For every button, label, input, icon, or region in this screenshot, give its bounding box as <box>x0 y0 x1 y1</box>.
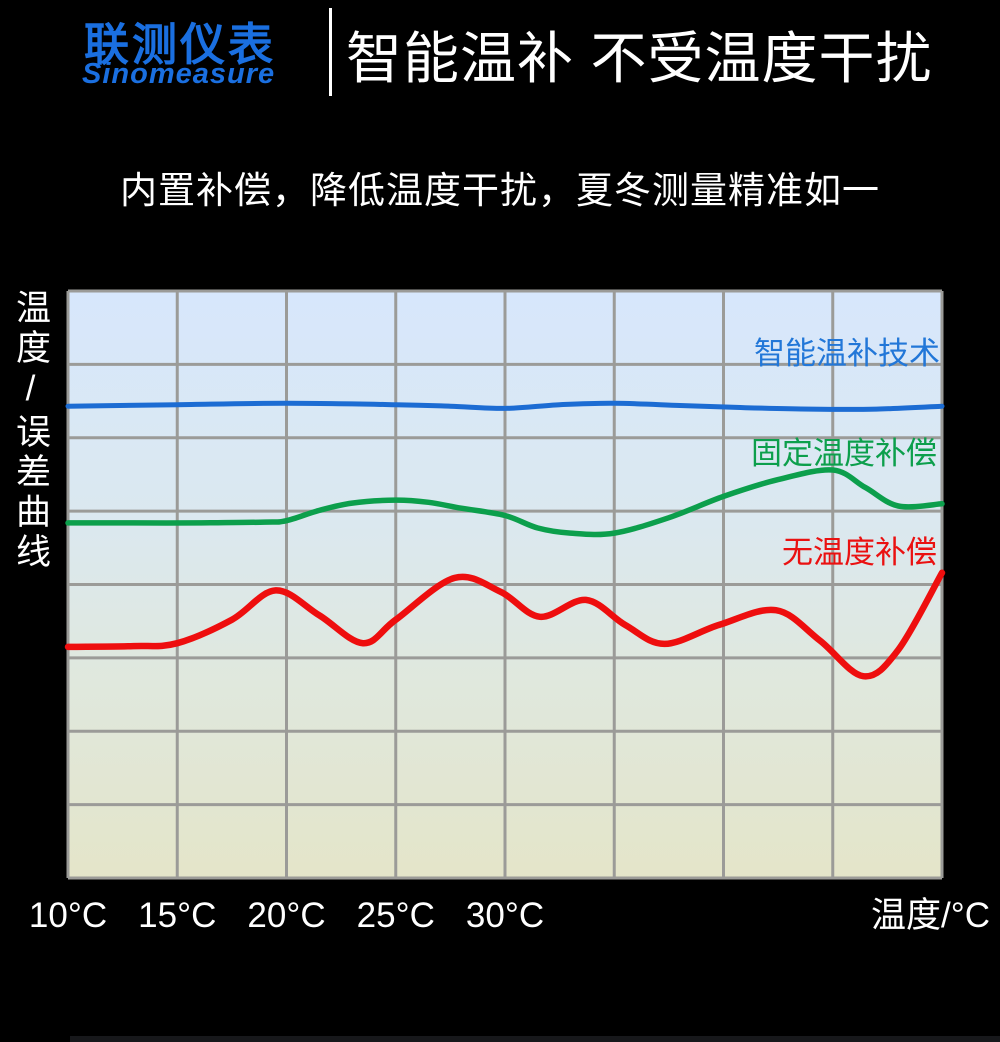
x-tick-label: 30°C <box>465 896 545 935</box>
series-line-2 <box>64 569 946 680</box>
series-line-0 <box>65 400 945 412</box>
subtitle: 内置补偿，降低温度干扰，夏冬测量精准如一 <box>120 170 880 211</box>
logo-chinese: 联测仪表 <box>84 19 277 70</box>
bottom-divider <box>70 1036 1000 1042</box>
series-label-smart-compensation: 智能温补技术 <box>754 336 940 371</box>
y-axis-label: 温度/误差曲线 <box>11 289 50 573</box>
logo-english: Sinomeasure <box>82 58 276 90</box>
x-tick-label: 20°C <box>247 896 326 935</box>
chart-canvas <box>64 289 946 880</box>
page-title: 智能温补 不受温度干扰 <box>346 27 933 90</box>
x-tick-label: 15°C <box>138 896 217 935</box>
x-tick-label: 10°C <box>28 896 108 935</box>
x-axis-label: 温度/°C <box>871 896 990 935</box>
series-label-no-compensation: 无温度补偿 <box>782 535 937 570</box>
header-divider <box>329 8 332 96</box>
x-tick-label: 25°C <box>356 896 435 935</box>
series-line-1 <box>65 467 945 538</box>
series-label-fixed-compensation: 固定温度补偿 <box>751 436 937 471</box>
